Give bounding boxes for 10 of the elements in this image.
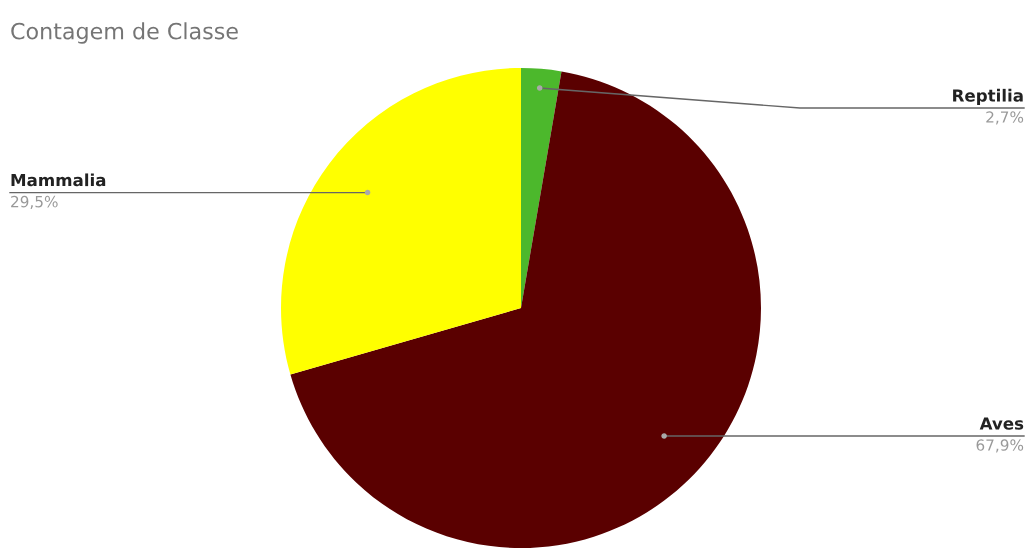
pie-slice (521, 68, 562, 308)
data-label: 2,7% (986, 111, 1024, 125)
data-label: 67,9% (976, 439, 1024, 453)
data-label: 29,5% (11, 195, 58, 209)
slice-label: Reptilia (953, 88, 1023, 105)
pie-slice (290, 71, 761, 548)
pie-slice (281, 68, 521, 375)
chart-title: Contagem de Classe (11, 22, 238, 44)
slice-label: Aves (979, 417, 1024, 430)
slice-label: Mammalia (11, 173, 106, 187)
